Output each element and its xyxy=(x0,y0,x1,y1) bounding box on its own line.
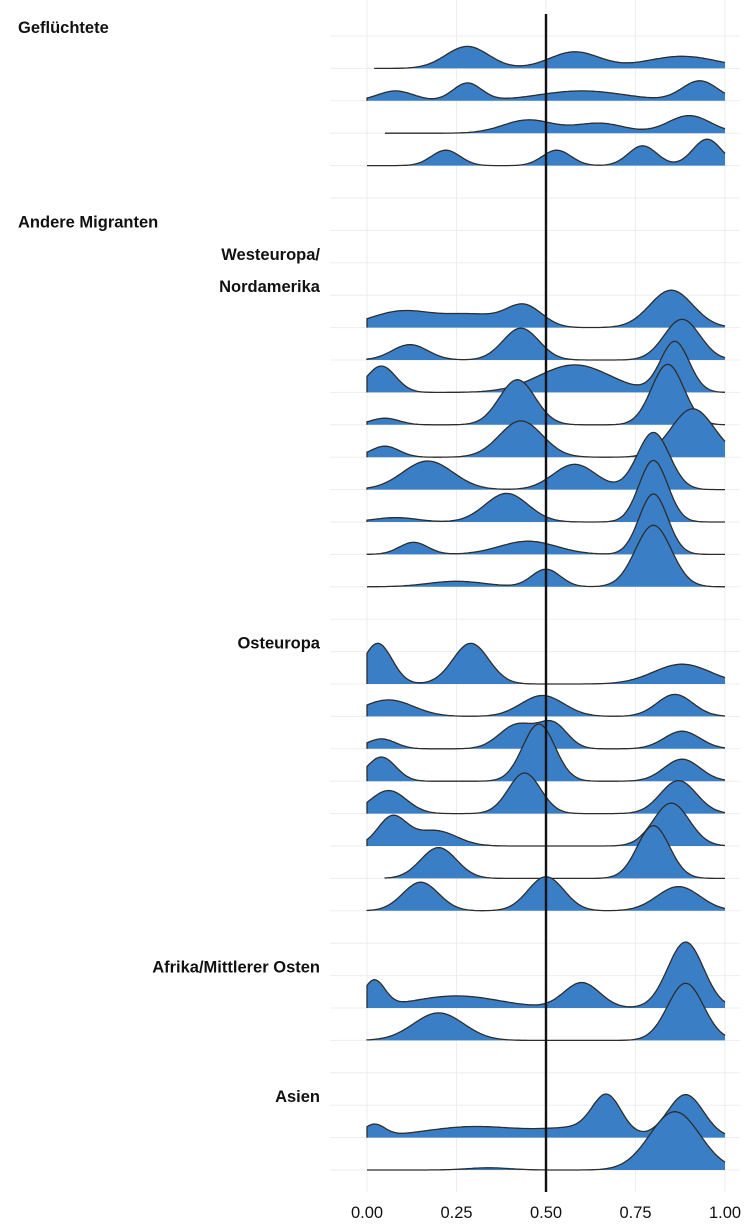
x-tick-label: 0.25 xyxy=(440,1204,472,1222)
group-heading: Andere Migranten xyxy=(18,213,158,231)
ridge-fill xyxy=(367,1111,725,1170)
x-axis-ticks: 0.00 0.25 0.50 0.75 1.00 xyxy=(351,1204,741,1222)
subgroup-heading: Afrika/Mittlerer Osten xyxy=(152,959,320,977)
x-tick-label: 0.75 xyxy=(619,1204,651,1222)
subgroup-heading: Nordamerika xyxy=(219,278,321,296)
subgroup-heading: Westeuropa/ xyxy=(221,246,320,264)
group-heading: Geflüchtete xyxy=(18,19,109,37)
x-tick-label: 0.50 xyxy=(530,1204,562,1222)
ridge-outline xyxy=(384,114,726,134)
row-labels: Geflüchtete Andere Migranten Westeuropa/No… xyxy=(18,19,321,1106)
x-tick-label: 1.00 xyxy=(709,1204,741,1222)
ridge-fill xyxy=(367,80,725,101)
ridge-fill xyxy=(367,643,725,684)
ridge-outline xyxy=(384,824,725,880)
subgroup-heading: Asien xyxy=(275,1088,320,1106)
ridge-fill xyxy=(367,983,725,1041)
ridge-fill xyxy=(367,803,725,846)
x-tick-label: 0.00 xyxy=(351,1204,383,1222)
ridge-outline xyxy=(374,45,726,70)
ridge-fill xyxy=(367,525,725,587)
ridge-fill xyxy=(374,46,725,69)
ridge-fill xyxy=(367,290,725,328)
ridge-fill xyxy=(367,493,725,555)
subgroup-heading: Osteuropa xyxy=(237,635,320,653)
ridge-fill xyxy=(367,139,725,166)
ridge-fill xyxy=(384,825,725,879)
ridge-fill xyxy=(367,460,725,522)
